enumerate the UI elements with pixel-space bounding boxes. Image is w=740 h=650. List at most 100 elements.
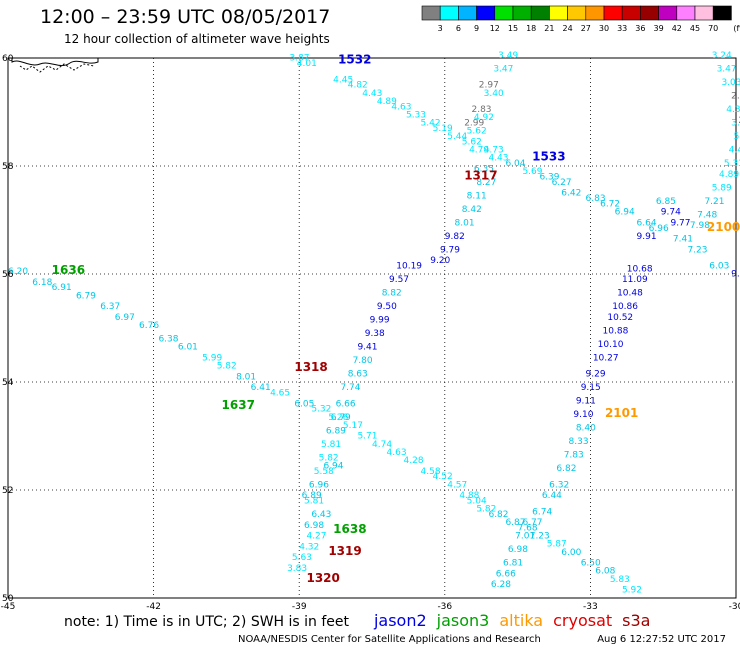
swh-value: 6.76 [139, 321, 159, 331]
swh-value: 7.23 [687, 245, 707, 255]
satellite-cryosat: cryosat [553, 611, 613, 630]
swh-value: 6.03 [709, 262, 729, 272]
swh-value: 4.74 [372, 440, 392, 450]
colorbar-label: 24 [563, 24, 573, 33]
x-tick-label: -36 [437, 602, 452, 612]
pass-label: 1638 [333, 522, 366, 536]
swh-value: 5.81 [321, 440, 341, 450]
swh-value: 9.77 [670, 218, 690, 228]
x-tick-label: -30 [729, 602, 740, 612]
swh-value: 6.35 [474, 164, 494, 174]
swh-value: 4.43 [362, 89, 382, 99]
colorbar-swatch [621, 5, 641, 21]
coastline [11, 57, 99, 73]
swh-value: 5.83 [610, 575, 630, 585]
colorbar-swatch [549, 5, 568, 21]
swh-value: 6.72 [600, 200, 620, 210]
swh-value: 10.19 [396, 262, 422, 272]
colorbar-label: 39 [654, 24, 664, 33]
swh-value: 7.01 [515, 532, 535, 542]
swh-value: 9.10 [573, 410, 593, 420]
swh-value: 9.15 [581, 383, 601, 393]
swh-value: 5.92 [622, 586, 642, 596]
swh-value: 9.38 [365, 329, 385, 339]
swh-value: 5.69 [522, 167, 542, 177]
swh-value: 8.27 [476, 178, 496, 188]
swh-value: 6.38 [158, 335, 178, 345]
colorbar-label: 36 [635, 24, 645, 33]
swh-value: 7.68 [518, 524, 538, 534]
swh-value: 6.18 [32, 278, 52, 288]
swh-value: 7.74 [340, 383, 360, 393]
swh-value: 4.28 [404, 456, 424, 466]
colorbar-swatch [530, 5, 550, 21]
swh-value: 8.63 [348, 370, 368, 380]
swh-value: 11.09 [622, 275, 648, 285]
satellite-s3a: s3a [622, 611, 651, 630]
swh-value: 3.03 [721, 78, 740, 88]
swh-value: 2.90 [738, 116, 740, 126]
swh-value: 4.88 [459, 491, 479, 501]
swh-value: 6.89 [302, 491, 322, 501]
colorbar-label: 45 [690, 24, 700, 33]
pass-label: 1319 [328, 544, 361, 558]
pass-label: 2100 [707, 220, 740, 234]
swh-value: 5.44 [447, 132, 467, 142]
y-tick-label: 58 [2, 162, 14, 172]
swh-value: 4.57 [447, 480, 467, 490]
swh-value: 7.23 [530, 532, 550, 542]
swh-value: 6.08 [595, 567, 615, 577]
swh-value: 6.87 [505, 518, 525, 528]
axis-ticks: -45 -42 -39 -36 -33 -30 50 52 54 56 58 60 [1, 54, 740, 612]
swh-value: 6.32 [549, 480, 569, 490]
colorbar-swatch [512, 5, 532, 21]
colorbar-swatch [421, 5, 441, 21]
swh-value: 6.98 [304, 521, 324, 531]
swh-value: 7.98 [690, 221, 710, 231]
swh-value: 9.82 [445, 232, 465, 242]
swh-value: 3.47 [717, 65, 737, 75]
credit-timestamp: Aug 6 12:27:52 UTC 2017 [597, 634, 726, 645]
swh-value: 7.48 [697, 210, 717, 220]
swh-value: 6.04 [505, 159, 525, 169]
swh-value: 2.99 [731, 92, 740, 102]
swh-value: 3.24 [712, 51, 732, 61]
swh-value: 5.63 [292, 553, 312, 563]
y-tick-label: 60 [2, 54, 14, 64]
colorbar-label: 21 [544, 24, 554, 33]
pass-label: 1318 [294, 360, 327, 374]
swh-value: 3.47 [493, 65, 513, 75]
swh-value: 6.82 [488, 510, 508, 520]
swh-value: 3.49 [498, 51, 518, 61]
swh-value: 6.50 [581, 559, 601, 569]
x-tick-label: -45 [1, 602, 16, 612]
swh-value: 4.52 [433, 472, 453, 482]
swh-value: 10.27 [593, 353, 619, 363]
swh-value: 8.42 [462, 205, 482, 215]
colorbar-swatch [603, 5, 623, 21]
swh-value: 10.48 [617, 289, 643, 299]
colorbar-label: 27 [581, 24, 591, 33]
swh-value: 10.88 [603, 326, 629, 336]
swh-value: 6.81 [503, 559, 523, 569]
swh-value: 10.52 [607, 313, 633, 323]
swh-value: 7.83 [564, 451, 584, 461]
swh-value: 5.89 [712, 183, 732, 193]
swh-value: 4.65 [270, 389, 290, 399]
swh-value: 6.97 [115, 313, 135, 323]
swh-value: 8.82 [382, 289, 402, 299]
swh-value: 5.82 [217, 362, 237, 372]
swh-value: 10.10 [598, 340, 624, 350]
data-points: 3.874.014.454.824.434.894.635.335.425.19… [8, 51, 740, 596]
swh-value: 6.20 [8, 267, 28, 277]
swh-value: 6.89 [326, 426, 346, 436]
satellite-jason3: jason3 [436, 611, 490, 630]
x-tick-label: -42 [146, 602, 161, 612]
pass-label: 2101 [605, 406, 638, 420]
swh-value: 10.68 [627, 264, 653, 274]
swh-value: 3.40 [484, 89, 504, 99]
swh-value: 6.44 [542, 491, 562, 501]
swh-value: 4.73 [484, 146, 504, 156]
colorbar-label: 3 [438, 24, 443, 33]
